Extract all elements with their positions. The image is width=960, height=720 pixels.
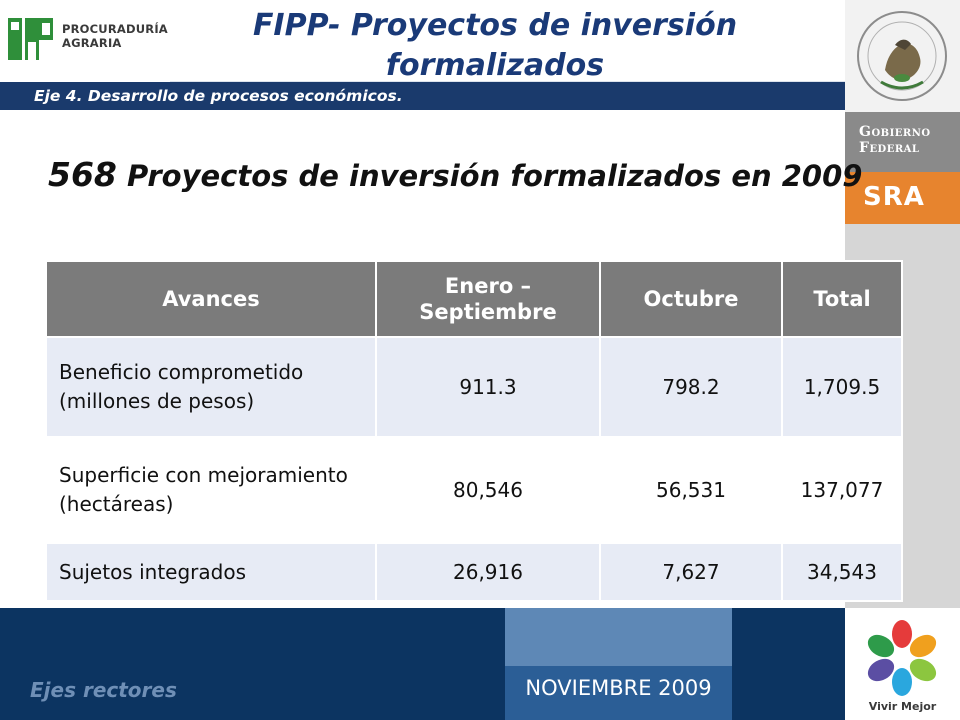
table-row: Beneficio comprometido (millones de peso… xyxy=(45,336,903,438)
header-enero-septiembre: Enero – Septiembre xyxy=(375,260,601,338)
cell-total: 34,543 xyxy=(781,542,903,602)
title-band: FIPP- Proyectos de inversión formalizado… xyxy=(170,0,845,83)
header-octubre: Octubre xyxy=(599,260,783,338)
table-row: Superficie con mejoramiento (hectáreas) … xyxy=(45,436,903,544)
logo-line-1: PROCURADURÍA xyxy=(62,22,168,36)
row-label: Superficie con mejoramiento (hectáreas) xyxy=(45,436,377,544)
vivir-mejor-logo: Vivir Mejor xyxy=(845,608,960,720)
cell-octubre: 7,627 xyxy=(599,542,783,602)
logo-line-2: AGRARIA xyxy=(62,36,122,50)
mexico-seal xyxy=(845,0,960,112)
sra-label: SRA xyxy=(863,182,925,212)
headline-number: 568 xyxy=(48,155,117,194)
headline-text: Proyectos de inversión formalizados en 2… xyxy=(116,159,863,193)
eagle-seal-icon xyxy=(857,11,947,101)
subtitle-band: Eje 4. Desarrollo de procesos económicos… xyxy=(0,82,845,110)
title-line-1: FIPP- Proyectos de inversión xyxy=(252,8,738,43)
gobierno-line-1: Gobierno xyxy=(859,124,931,140)
procuraduria-logo-icon xyxy=(8,18,53,60)
page-title: FIPP- Proyectos de inversión formalizado… xyxy=(170,6,820,86)
row-label: Sujetos integrados xyxy=(45,542,377,602)
footer-left-panel xyxy=(0,608,505,720)
ejes-rectores-label: Ejes rectores xyxy=(30,678,177,702)
page-subtitle: Eje 4. Desarrollo de procesos económicos… xyxy=(34,87,403,105)
cell-enero-septiembre: 80,546 xyxy=(375,436,601,544)
vivir-mejor-icon xyxy=(867,620,937,696)
table-header-row: Avances Enero – Septiembre Octubre Total xyxy=(45,260,903,338)
row-label: Beneficio comprometido (millones de peso… xyxy=(45,336,377,438)
projects-table: Avances Enero – Septiembre Octubre Total… xyxy=(45,260,903,602)
table-row: Sujetos integrados 26,916 7,627 34,543 xyxy=(45,542,903,602)
cell-octubre: 798.2 xyxy=(599,336,783,438)
cell-total: 137,077 xyxy=(781,436,903,544)
footer: Ejes rectores NOVIEMBRE 2009 xyxy=(0,608,845,720)
sra-badge: SRA xyxy=(845,172,960,224)
header-total: Total xyxy=(781,260,903,338)
gobierno-line-2: Federal xyxy=(859,140,920,156)
cell-enero-septiembre: 26,916 xyxy=(375,542,601,602)
footer-date-band xyxy=(505,666,732,720)
procuraduria-agraria-logo: PROCURADURÍA AGRARIA xyxy=(0,0,170,82)
footer-date: NOVIEMBRE 2009 xyxy=(525,676,712,700)
headline: 568 Proyectos de inversión formalizados … xyxy=(48,155,862,194)
header-avances: Avances xyxy=(45,260,377,338)
vivir-mejor-label: Vivir Mejor xyxy=(868,700,937,713)
gobierno-federal-badge: Gobierno Federal xyxy=(845,112,960,172)
header: PROCURADURÍA AGRARIA FIPP- Proyectos de … xyxy=(0,0,845,110)
title-line-2: formalizados xyxy=(385,48,605,83)
cell-octubre: 56,531 xyxy=(599,436,783,544)
cell-total: 1,709.5 xyxy=(781,336,903,438)
cell-enero-septiembre: 911.3 xyxy=(375,336,601,438)
